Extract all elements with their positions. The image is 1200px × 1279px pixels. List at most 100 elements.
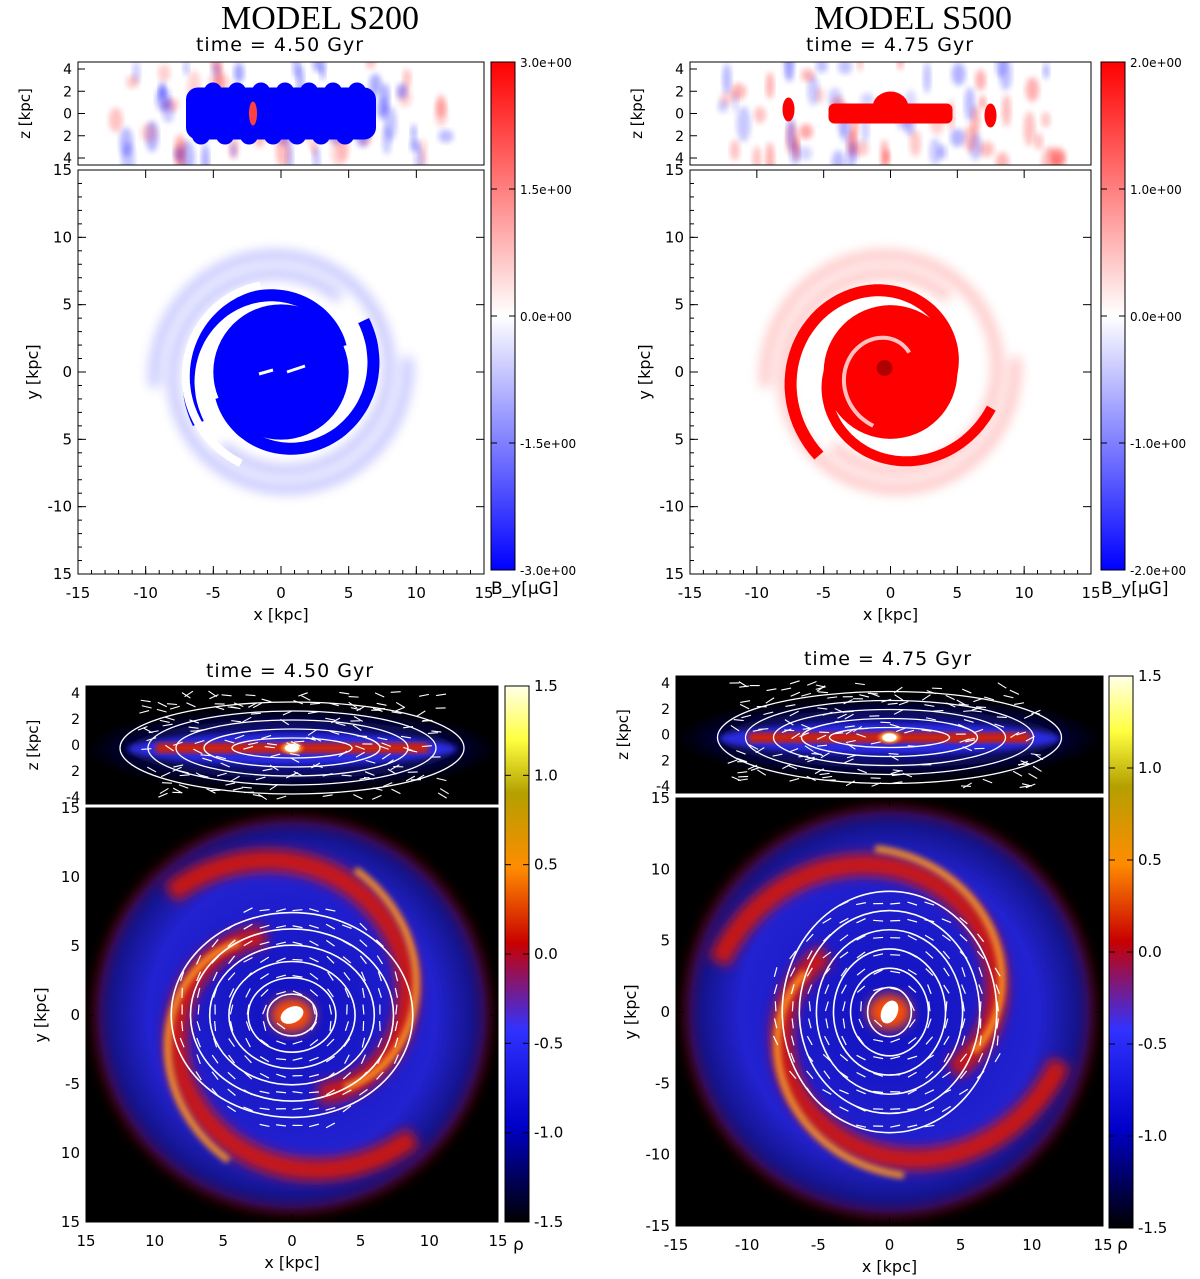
density-s500-time-label: time = 4.75 Gyr [803, 648, 973, 670]
colorbar-tick-label: -0.5 [1138, 1035, 1167, 1053]
y-tick-label: 15 [53, 161, 72, 179]
field_s500-face-on-map [690, 170, 1091, 574]
edge-field-band [186, 87, 376, 140]
y-tick-label: 10 [61, 1144, 80, 1162]
colorbar-tick-label: 1.0e+00 [1130, 183, 1182, 197]
colorbar-tick-label: -1.0 [534, 1124, 563, 1142]
colorbar-tick-label: 1.5 [534, 677, 558, 695]
z-tick-label: 2 [63, 84, 72, 100]
density_s500-panel: -15 -10 -5 0 5 10 15 15 10 5 0 -5 -10 -15 x [kpc] y [kp… [614, 667, 1167, 1276]
x-tick-label: 5 [953, 584, 963, 602]
y-tick-label: 5 [70, 937, 80, 955]
colorbar-tick-label: 0.5 [534, 856, 558, 874]
z-tick-label: 2 [71, 764, 80, 780]
colorbar-tick-label: -1.0 [1138, 1127, 1167, 1145]
y-axis-label: y [kpc] [635, 344, 654, 399]
x-tick-label: 0 [886, 584, 896, 602]
x-tick-label: 0 [885, 1236, 895, 1254]
field_s500-panel: -15 -10 -5 0 5 10 15 15 10 5 0 5 -10 15 x [kpc] y [kpc]… [628, 56, 1186, 624]
y-tick-label: 5 [62, 296, 72, 314]
x-tick-label: 15 [474, 584, 493, 602]
colorbar-tick-label: 1.0 [1138, 759, 1162, 777]
x-tick-label: -15 [66, 584, 91, 602]
z-axis-label: z [kpc] [16, 88, 34, 139]
z-tick-label: 4 [71, 686, 80, 702]
field-s200-time-label: time = 4.50 Gyr [195, 34, 365, 56]
colorbar-tick-label: 2.0e+00 [1130, 56, 1182, 70]
density_s200-face-on-map [86, 808, 498, 1222]
x-tick-label: 15 [1081, 584, 1100, 602]
z-tick-label: 2 [661, 702, 670, 718]
z-tick-label: 2 [661, 753, 670, 769]
colorbar-tick-label: -1.5 [1138, 1219, 1167, 1237]
x-axis-label: x [kpc] [862, 1257, 917, 1276]
y-tick-label: 15 [53, 565, 72, 583]
colorbar-label: B_y[μG] [491, 579, 558, 599]
colorbar-label: ρ [513, 1235, 524, 1255]
x-tick-label: 0 [276, 584, 286, 602]
y-tick-label: 10 [651, 860, 670, 878]
x-axis-label: x [kpc] [863, 605, 918, 624]
x-axis-label: x [kpc] [253, 605, 308, 624]
z-tick-label: 4 [675, 151, 684, 167]
colorbar-label: ρ [1117, 1235, 1128, 1255]
x-tick-label: 10 [1015, 584, 1034, 602]
y-tick-label: 15 [665, 565, 684, 583]
z-tick-label: 0 [675, 107, 684, 123]
y-tick-label: 5 [674, 430, 684, 448]
x-tick-label: -5 [206, 584, 221, 602]
y-tick-label: 0 [62, 363, 72, 381]
x-tick-label: 15 [488, 1232, 507, 1250]
field-s500-time-label: time = 4.75 Gyr [805, 34, 975, 56]
density_s500-edge-on-map [676, 676, 1103, 793]
face-field-arm [821, 358, 996, 467]
z-tick-label: 2 [63, 129, 72, 145]
y-tick-label: 5 [674, 296, 684, 314]
field_s200-panel: -15 -10 -5 0 5 10 15 15 10 5 0 5 -10 15 x [kpc] y [kpc]… [16, 56, 576, 624]
z-tick-label: 4 [675, 62, 684, 78]
x-tick-label: 15 [76, 1232, 95, 1250]
x-tick-label: 10 [1022, 1236, 1041, 1254]
density_s200-edge-on-map [86, 686, 498, 804]
face-field-arm [215, 318, 380, 455]
field_s200-edge-on-map [78, 62, 484, 165]
colorbar-tick-label: -3.0e+00 [520, 564, 576, 578]
x-tick-label: 10 [420, 1232, 439, 1250]
right-model-title: MODEL S500 [813, 0, 1013, 37]
y-axis-label: y [kpc] [23, 344, 42, 399]
y-axis-label: y [kpc] [621, 984, 640, 1039]
colorbar-tick-label: 0.0e+00 [1130, 310, 1182, 324]
z-tick-label: 4 [63, 62, 72, 78]
colorbar-tick-label: -1.5 [534, 1213, 563, 1231]
z-tick-label: 2 [675, 84, 684, 100]
z-tick-label: 2 [71, 712, 80, 728]
field_s500-edge-on-map [690, 62, 1091, 165]
colorbar-label: B_y[μG] [1101, 579, 1168, 599]
z-tick-label: 0 [71, 738, 80, 754]
face-density-core [880, 1000, 899, 1024]
y-tick-label: 10 [53, 228, 72, 246]
colorbar-tick-label: 0.0 [1138, 943, 1162, 961]
y-tick-label: 10 [61, 868, 80, 886]
colorbar-tick-label: 3.0e+00 [520, 56, 572, 70]
y-tick-label: 15 [651, 789, 670, 807]
z-tick-label: 4 [661, 676, 670, 692]
x-tick-label: -10 [735, 1236, 760, 1254]
y-tick-label: 0 [70, 1006, 80, 1024]
density_s500-face-on-map [676, 798, 1103, 1226]
z-axis-label: z [kpc] [628, 88, 646, 139]
colorbar-tick-label: -1.5e+00 [520, 437, 576, 451]
x-tick-label: 5 [219, 1232, 229, 1250]
y-tick-label: 0 [674, 363, 684, 381]
x-tick-label: 5 [344, 584, 354, 602]
y-tick-label: -10 [660, 498, 685, 516]
y-tick-label: -5 [655, 1074, 670, 1092]
colorbar-tick-label: 0.0e+00 [520, 310, 572, 324]
x-tick-label: 0 [287, 1232, 297, 1250]
y-tick-label: 10 [665, 228, 684, 246]
x-tick-label: -10 [133, 584, 158, 602]
colorbar-tick-label: 1.5 [1138, 667, 1162, 685]
colorbar-tick-label: 0.0 [534, 945, 558, 963]
y-tick-label: 0 [660, 1003, 670, 1021]
